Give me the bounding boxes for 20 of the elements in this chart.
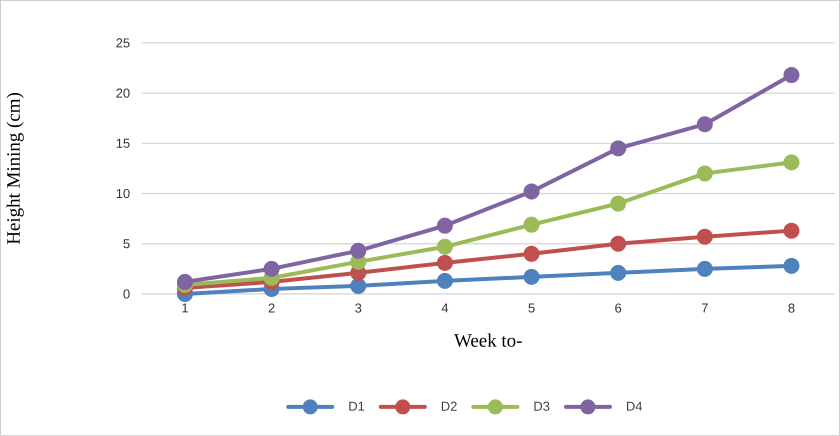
x-tick-label: 7	[702, 304, 708, 312]
y-tick-label: 25	[116, 38, 130, 48]
y-tick-label: 5	[123, 239, 130, 248]
x-axis-title: Week to-	[454, 334, 522, 347]
x-tick-label: 1	[182, 304, 188, 312]
legend-label: D3	[534, 402, 550, 411]
x-tick-label: 2	[268, 304, 275, 313]
x-tick-label: 3	[355, 304, 362, 313]
legend-label: D2	[442, 402, 457, 411]
y-axis-title: Height Mining (cm)	[6, 93, 24, 244]
x-tick-label: 5	[528, 304, 535, 313]
y-tick-label: 10	[116, 188, 130, 198]
x-tick-label: 4	[442, 304, 448, 312]
x-tick-label: 6	[615, 304, 622, 313]
y-tick-label: 15	[116, 138, 130, 148]
y-tick-label: 20	[116, 88, 130, 98]
x-tick-label: 8	[788, 304, 795, 313]
legend-label: D4	[626, 402, 642, 411]
y-tick-label: 0	[123, 289, 130, 299]
legend-label: D1	[349, 402, 364, 411]
